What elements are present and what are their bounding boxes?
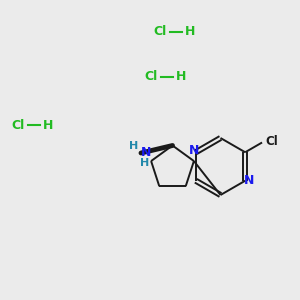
Text: H: H xyxy=(129,141,139,151)
Text: Cl: Cl xyxy=(266,135,278,148)
Text: H: H xyxy=(43,119,53,132)
Text: H: H xyxy=(184,25,195,38)
Text: Cl: Cl xyxy=(153,25,166,38)
Text: N: N xyxy=(189,144,200,158)
Text: H: H xyxy=(140,158,149,168)
Text: N: N xyxy=(244,174,254,187)
Text: Cl: Cl xyxy=(144,70,157,83)
Text: Cl: Cl xyxy=(11,119,25,132)
Text: N: N xyxy=(140,146,151,160)
Text: H: H xyxy=(176,70,186,83)
